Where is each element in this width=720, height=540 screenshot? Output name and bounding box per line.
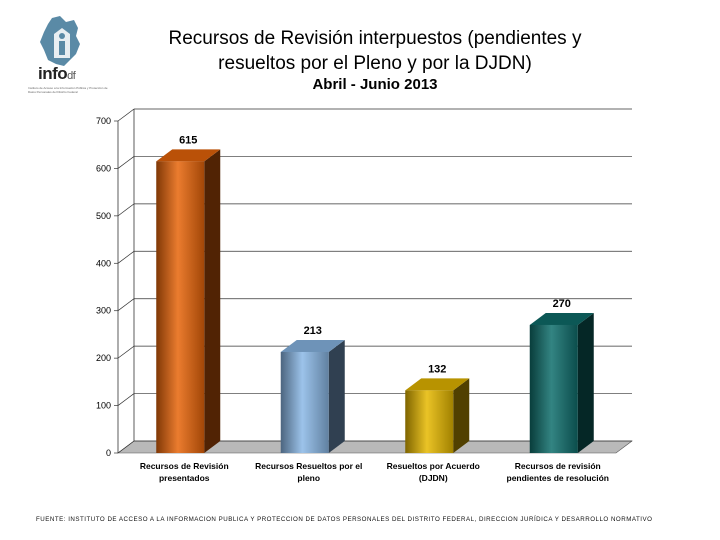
- bar: [529, 324, 578, 453]
- gridline-diag: [117, 440, 135, 454]
- infodf-logo: [40, 16, 80, 66]
- x-tick-label: Recursos de Revisión: [140, 461, 229, 471]
- x-tick-label: Resueltos por Acuerdo: [387, 461, 480, 471]
- x-tick-label: Recursos Resueltos por el: [255, 461, 362, 471]
- gridline-diag: [117, 298, 135, 311]
- x-tick-label: pendientes de resolución: [507, 473, 610, 483]
- bar: [156, 161, 205, 454]
- x-tick-label: Recursos de revisión: [515, 461, 601, 471]
- bar-top: [280, 339, 345, 352]
- bar-side: [577, 312, 594, 453]
- bar-top: [156, 149, 221, 162]
- logo-caption: Instituto de Acceso a la Información Púb…: [28, 86, 108, 94]
- gridline-diag: [117, 203, 135, 217]
- data-label: 270: [553, 298, 571, 310]
- y-tick-label: 600: [96, 163, 111, 173]
- x-tick-label: (DJDN): [419, 473, 448, 483]
- data-label: 615: [179, 134, 197, 146]
- y-tick-label: 300: [96, 306, 111, 316]
- bar: [405, 390, 454, 453]
- gridline-diag: [117, 345, 135, 359]
- bar-side: [204, 149, 221, 454]
- bar-top: [529, 312, 594, 325]
- data-label: 213: [304, 325, 322, 337]
- y-tick-label: 0: [106, 448, 111, 458]
- chart-subtitle: Abril - Junio 2013: [312, 76, 438, 93]
- bar-side: [453, 378, 470, 453]
- y-tick-label: 100: [96, 401, 111, 411]
- logo-wordmark: infodf: [38, 64, 76, 83]
- gridline-diag: [117, 108, 135, 122]
- data-label: 132: [428, 363, 446, 375]
- chart-title: Recursos de Revisión interpuestos (pendi…: [168, 28, 582, 74]
- gridline-diag: [117, 156, 135, 169]
- bar: [280, 351, 329, 453]
- x-tick-label: pleno: [297, 473, 320, 483]
- y-tick-label: 700: [96, 116, 111, 126]
- bar-top: [405, 378, 470, 391]
- gridline-diag: [117, 251, 135, 264]
- source-footer: FUENTE: INSTITUTO DE ACCESO A LA INFORMA…: [36, 516, 653, 523]
- y-tick-label: 200: [96, 353, 111, 363]
- y-tick-label: 400: [96, 258, 111, 268]
- x-tick-label: presentados: [159, 473, 210, 483]
- gridline-diag: [117, 393, 135, 406]
- y-tick-label: 500: [96, 211, 111, 221]
- bar-side: [328, 339, 345, 453]
